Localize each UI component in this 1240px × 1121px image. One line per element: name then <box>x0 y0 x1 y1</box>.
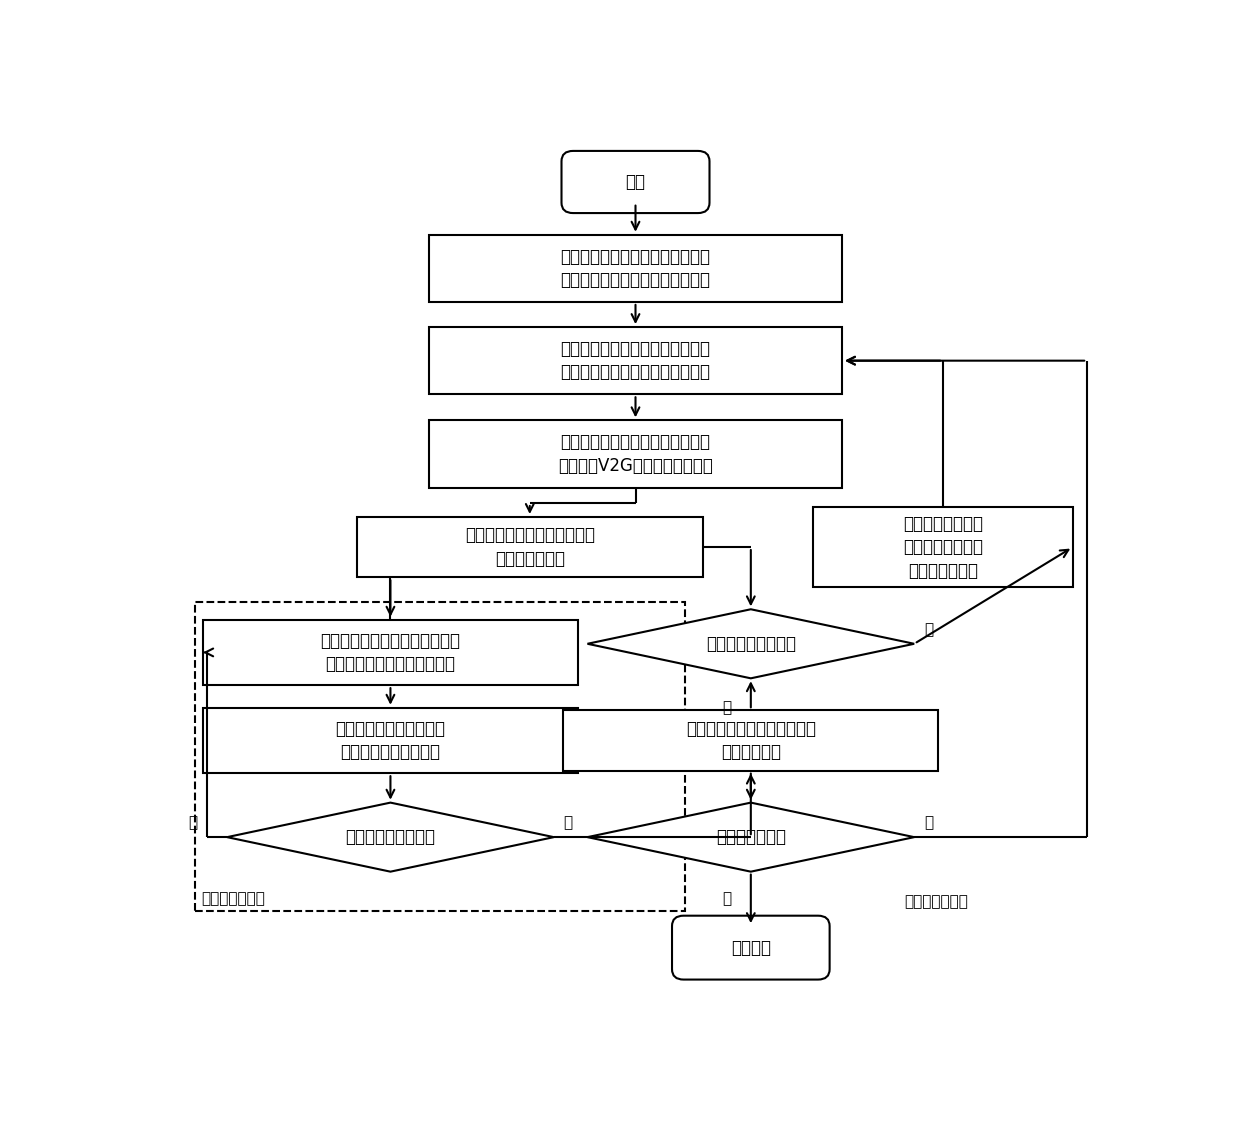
Polygon shape <box>588 610 914 678</box>
Text: 进行潮流计算，确定网络最优潮流
以及包含V2G时各个节点的负荷: 进行潮流计算，确定网络最优潮流 以及包含V2G时各个节点的负荷 <box>558 433 713 474</box>
Text: 发电侧内层调度: 发电侧内层调度 <box>201 891 265 906</box>
Bar <box>203 707 578 773</box>
Bar <box>813 508 1073 586</box>
Bar <box>429 327 842 395</box>
Text: 是: 是 <box>563 815 573 831</box>
Polygon shape <box>588 803 914 872</box>
Text: 读取主动配电网网架结构以及相关
负荷、分布式光伏和电动汽车数据: 读取主动配电网网架结构以及相关 负荷、分布式光伏和电动汽车数据 <box>560 248 711 289</box>
FancyBboxPatch shape <box>562 151 709 213</box>
Text: 负荷侧外层调度: 负荷侧外层调度 <box>905 893 968 909</box>
Text: 建立分布式光伏概率模型，确立
不同时段的分布式光伏的出力: 建立分布式光伏概率模型，确立 不同时段的分布式光伏的出力 <box>320 631 460 674</box>
Text: 保留并更新优化后的发电侧以
及负荷侧数据: 保留并更新优化后的发电侧以 及负荷侧数据 <box>686 720 816 761</box>
Text: 满足发电成本最优？: 满足发电成本最优？ <box>346 828 435 846</box>
Text: 否: 否 <box>924 815 932 831</box>
Bar <box>203 620 578 685</box>
Text: 以峰谷差和网损最
小为优化目标进行
负荷侧数据更新: 以峰谷差和网损最 小为优化目标进行 负荷侧数据更新 <box>903 515 983 580</box>
Text: 开始: 开始 <box>625 173 646 191</box>
Text: 是: 是 <box>722 700 732 715</box>
Bar <box>563 711 939 770</box>
Text: 根据网架节点信息进行网络简化，
初始化改进粒子群算法的相关参数: 根据网架节点信息进行网络简化， 初始化改进粒子群算法的相关参数 <box>560 340 711 381</box>
Bar <box>429 420 842 488</box>
Text: 输出结果: 输出结果 <box>730 938 771 956</box>
Text: 否: 否 <box>188 815 197 831</box>
FancyBboxPatch shape <box>672 916 830 980</box>
Text: 是: 是 <box>722 891 732 906</box>
Text: 得到各个电源机组的出力、系
统峰谷差和网损: 得到各个电源机组的出力、系 统峰谷差和网损 <box>465 527 595 568</box>
Text: 峰谷差以网损降低？: 峰谷差以网损降低？ <box>706 634 796 652</box>
Text: 否: 否 <box>924 622 932 637</box>
Text: 以发电成本最小为优化目
标进行发电侧调度更新: 以发电成本最小为优化目 标进行发电侧调度更新 <box>336 720 445 761</box>
Text: 满足终止条件？: 满足终止条件？ <box>715 828 786 846</box>
Bar <box>429 234 842 302</box>
Bar <box>196 602 686 911</box>
Bar <box>357 517 703 577</box>
Polygon shape <box>227 803 554 872</box>
